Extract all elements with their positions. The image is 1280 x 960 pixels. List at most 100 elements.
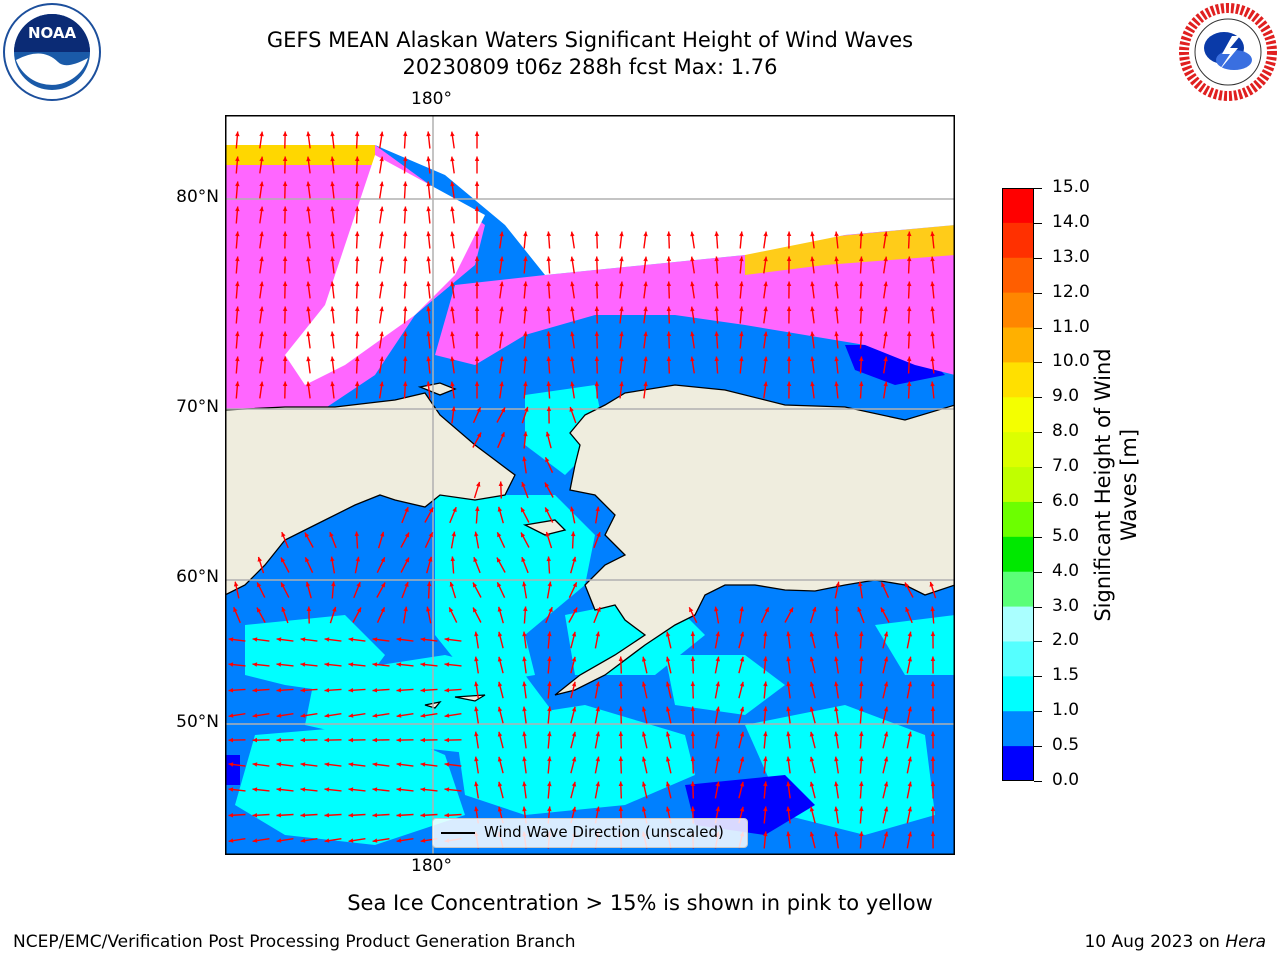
- wind-wave-arrowhead: [546, 406, 552, 411]
- wind-wave-arrowhead: [522, 456, 527, 462]
- wind-wave-arrowhead: [306, 281, 311, 287]
- colorbar-tick-mark: [1034, 362, 1042, 364]
- wind-wave-arrowhead: [930, 831, 936, 836]
- colorbar-tick-label: 1.5: [1052, 665, 1080, 686]
- wind-wave-arrowhead: [522, 756, 527, 762]
- footer-branch: NCEP/EMC/Verification Post Processing Pr…: [13, 932, 576, 952]
- wind-wave-arrowhead: [619, 356, 624, 362]
- wind-wave-arrowhead: [348, 688, 354, 693]
- colorbar-swatch: [1002, 292, 1034, 329]
- wind-wave-arrowhead: [330, 356, 335, 362]
- wind-wave-arrowhead: [235, 381, 240, 387]
- wind-wave-arrowhead: [641, 656, 647, 662]
- wind-wave-arrowhead: [834, 731, 839, 737]
- wind-wave-arrowhead: [906, 331, 912, 337]
- wind-wave-arrowhead: [330, 231, 335, 237]
- wind-wave-arrowhead: [444, 688, 450, 693]
- wind-wave-arrowhead: [523, 431, 528, 437]
- chart-title: GEFS MEAN Alaskan Waters Significant Hei…: [266, 28, 914, 52]
- wind-wave-arrowhead: [547, 781, 552, 787]
- wind-wave-arrowhead: [474, 131, 480, 136]
- wind-wave-arrowhead: [571, 706, 577, 712]
- wind-wave-arrowhead: [786, 331, 792, 336]
- wind-wave-arrowhead: [739, 656, 745, 662]
- wind-wave-arrowhead: [907, 656, 912, 662]
- wind-wave-arrowhead: [348, 713, 354, 718]
- colorbar-swatch: [1002, 397, 1034, 433]
- wind-wave-arrowhead: [690, 256, 695, 262]
- wind-wave-arrowhead: [354, 231, 360, 237]
- wind-wave-arrowhead: [883, 256, 888, 262]
- wind-wave-arrowhead: [859, 781, 864, 787]
- wind-wave-arrowhead: [497, 582, 502, 588]
- colorbar-title-line1: Significant Height of Wind: [1091, 348, 1115, 622]
- wind-wave-arrowhead: [809, 806, 815, 812]
- wind-wave-arrowhead: [810, 281, 815, 287]
- wind-wave-arrowhead: [281, 532, 286, 538]
- wind-wave-arrowhead: [252, 762, 258, 767]
- wind-wave-arrowhead: [546, 381, 551, 387]
- wind-wave-arrowhead: [300, 713, 306, 718]
- wind-wave-arrowhead: [252, 838, 258, 843]
- wind-wave-arrowhead: [595, 506, 600, 512]
- wind-wave-arrowhead: [763, 231, 768, 237]
- wind-wave-arrowhead: [763, 706, 768, 712]
- wind-wave-arrowhead: [596, 607, 601, 612]
- wind-wave-arrowhead: [300, 787, 306, 792]
- wind-wave-arrowhead: [547, 631, 552, 637]
- wind-wave-arrowhead: [474, 181, 480, 186]
- wind-wave-arrowhead: [859, 381, 864, 387]
- wind-wave-arrowhead: [228, 713, 234, 718]
- wind-wave-arrowhead: [881, 582, 886, 588]
- wind-wave-arrowhead: [235, 281, 240, 287]
- wind-wave-arrowhead: [282, 256, 288, 261]
- wind-wave-arrowhead: [348, 737, 353, 743]
- wind-wave-arrowhead: [499, 231, 504, 237]
- wind-wave-arrowhead: [228, 787, 234, 792]
- wind-wave-arrowhead: [235, 156, 240, 162]
- wind-wave-arrowhead: [547, 731, 552, 737]
- wind-wave-arrowhead: [786, 231, 792, 236]
- wind-wave-arrowhead: [666, 281, 672, 286]
- wind-wave-arrowhead: [450, 131, 455, 137]
- wind-wave-arrowhead: [330, 131, 335, 137]
- wind-wave-arrowhead: [546, 231, 551, 237]
- wind-wave-arrowhead: [665, 781, 671, 787]
- wind-wave-arrowhead: [474, 681, 479, 687]
- wind-wave-arrowhead: [450, 556, 455, 562]
- wind-wave-arrowhead: [763, 256, 768, 262]
- wind-wave-arrowhead: [570, 256, 575, 262]
- wind-wave-arrowhead: [281, 557, 286, 563]
- wind-wave-arrowhead: [428, 532, 433, 538]
- colorbar-swatch: [1002, 571, 1034, 608]
- wind-wave-arrowhead: [571, 631, 577, 637]
- wind-wave-arrowhead: [403, 281, 408, 287]
- wind-wave-arrowhead: [420, 787, 426, 792]
- wind-wave-arrowhead: [452, 507, 457, 513]
- wind-wave-arrowhead: [666, 256, 672, 261]
- wind-wave-arrowhead: [403, 331, 408, 337]
- wind-wave-arrowhead: [330, 381, 335, 387]
- wind-wave-arrowhead: [379, 306, 384, 312]
- wind-wave-arrowhead: [666, 331, 672, 336]
- colorbar-tick-mark: [1034, 501, 1042, 503]
- wind-wave-arrowhead: [428, 507, 434, 513]
- wind-wave-arrowhead: [304, 532, 310, 538]
- wind-wave-arrowhead: [763, 681, 768, 687]
- lat-label-70: 70°N: [176, 397, 219, 417]
- wind-wave-arrowhead: [235, 231, 240, 237]
- wind-wave-arrowhead: [930, 706, 936, 711]
- wind-wave-arrowhead: [906, 356, 912, 362]
- wind-wave-arrowhead: [330, 306, 335, 312]
- wind-wave-arrowhead: [809, 656, 815, 662]
- wind-wave-arrowhead: [786, 356, 792, 361]
- wind-wave-arrowhead: [739, 606, 744, 612]
- wind-wave-arrowhead: [930, 356, 935, 362]
- wind-wave-arrowhead: [332, 606, 337, 612]
- wind-wave-arrowhead: [786, 831, 791, 837]
- wind-wave-arrowhead: [396, 838, 402, 843]
- wind-wave-arrowhead: [643, 231, 648, 237]
- wind-wave-arrowhead: [300, 737, 305, 743]
- wind-wave-arrowhead: [282, 181, 288, 186]
- wind-wave-arrowhead: [497, 656, 503, 662]
